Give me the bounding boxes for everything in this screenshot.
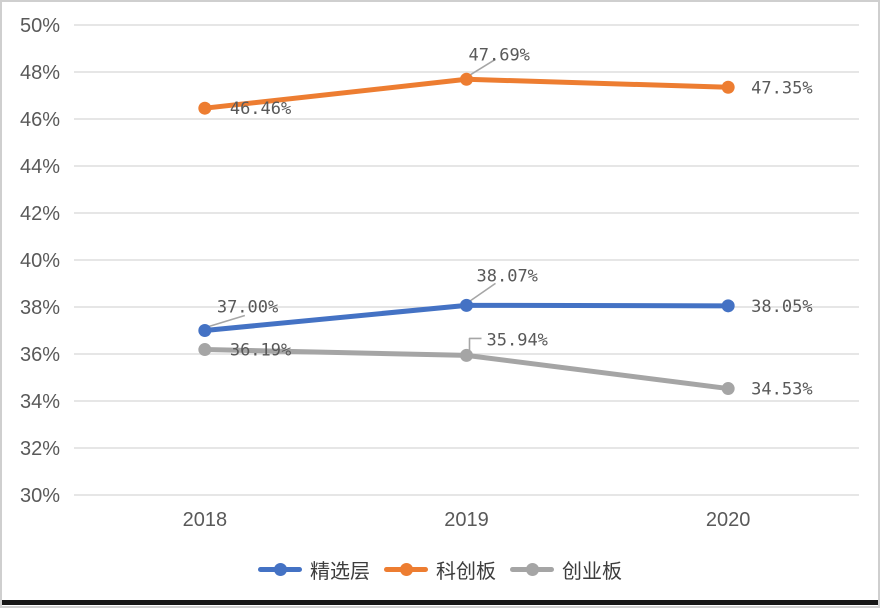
legend-label: 创业板 <box>562 561 622 583</box>
y-tick-label: 46% <box>20 109 60 131</box>
y-tick-label: 40% <box>20 250 60 272</box>
data-point <box>198 324 212 337</box>
y-tick-label: 50% <box>20 15 60 37</box>
x-axis-label: 2019 <box>444 509 489 531</box>
data-point <box>721 382 735 396</box>
legend-label: 精选层 <box>310 561 370 583</box>
label-leader-line <box>468 337 482 353</box>
legend-item-1: 科创板 <box>384 555 496 584</box>
data-label: 38.07% <box>477 266 538 286</box>
x-axis-label: 2018 <box>183 509 228 531</box>
label-leader-line <box>469 282 496 303</box>
y-tick-label: 34% <box>20 391 60 413</box>
data-point <box>460 298 473 312</box>
data-point <box>460 72 473 86</box>
data-label: 38.05% <box>751 297 812 317</box>
legend-label: 科创板 <box>436 561 496 583</box>
y-tick-label: 48% <box>20 62 60 84</box>
x-axis-label: 2020 <box>706 509 751 531</box>
legend-line-dot-icon <box>258 563 302 576</box>
legend-item-2: 创业板 <box>510 555 622 584</box>
y-tick-label: 36% <box>20 344 60 366</box>
y-tick-label: 30% <box>20 485 60 507</box>
data-label: 47.35% <box>751 78 812 98</box>
data-label: 36.19% <box>230 341 291 361</box>
data-label: 34.53% <box>751 380 812 400</box>
data-point <box>721 299 735 313</box>
data-point <box>198 101 212 115</box>
data-label: 46.46% <box>230 99 291 119</box>
y-tick-label: 44% <box>20 156 60 178</box>
legend-line-dot-icon <box>510 563 554 576</box>
data-point <box>721 80 735 94</box>
data-label: 35.94% <box>487 330 548 350</box>
label-leader-line <box>469 58 496 76</box>
label-leader-line <box>208 314 246 328</box>
y-tick-label: 32% <box>20 438 60 460</box>
data-point <box>198 343 212 357</box>
bottom-border-bar <box>2 600 878 605</box>
data-label: 47.69% <box>469 45 530 65</box>
legend-line-dot-icon <box>384 563 428 576</box>
legend-item-0: 精选层 <box>258 555 370 584</box>
data-label: 37.00% <box>217 298 278 318</box>
data-point <box>460 348 473 362</box>
y-tick-label: 42% <box>20 203 60 225</box>
y-tick-label: 38% <box>20 297 60 319</box>
chart-legend: 精选层 科创板 创业板 <box>2 555 878 584</box>
